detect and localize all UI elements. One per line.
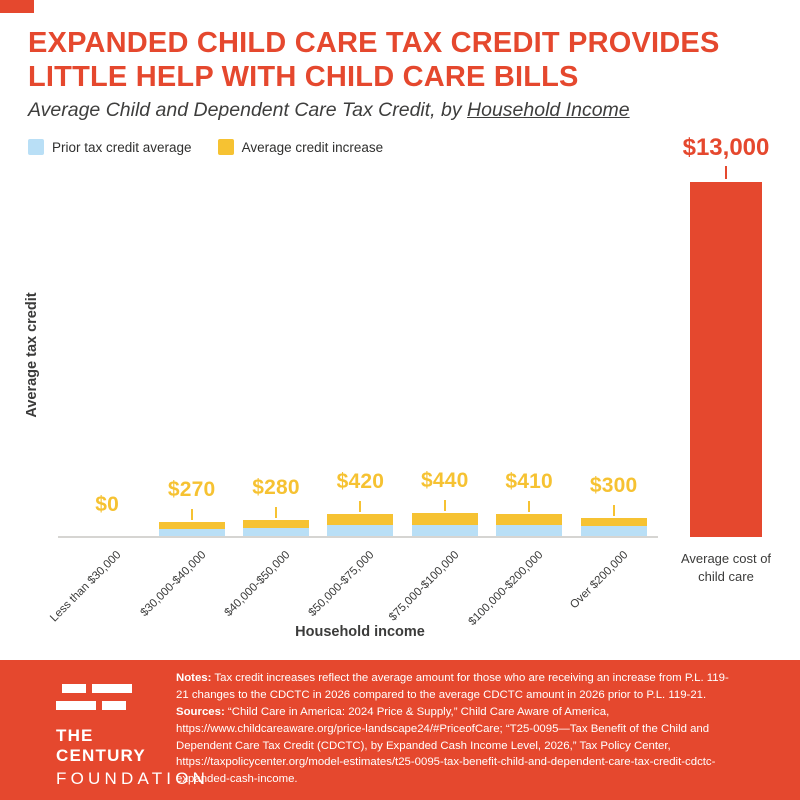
- subtitle-underlined-text: Household Income: [467, 99, 630, 121]
- x-axis-label: Household income: [295, 624, 425, 640]
- legend-swatch-prior: [28, 139, 44, 155]
- logo-dash: [92, 684, 132, 693]
- value-label-stem: [612, 505, 615, 516]
- footer: THE CENTURY FOUNDATION Notes: Tax credit…: [0, 660, 800, 800]
- x-axis-line: [58, 536, 658, 538]
- value-label: $270: [167, 478, 216, 501]
- logo-text-line2: FOUNDATION: [56, 769, 210, 788]
- sources-text: “Child Care in America: 2024 Price & Sup…: [176, 705, 716, 786]
- value-label: $280: [252, 476, 300, 499]
- x-tick-label: $40,000-$50,000: [222, 549, 293, 619]
- x-tick-label: Over $200,000: [567, 549, 631, 612]
- notes-paragraph: Notes: Tax credit increases reflect the …: [176, 670, 732, 704]
- logo-dash: [56, 701, 96, 710]
- value-label: $0: [95, 493, 120, 516]
- sources-paragraph: Sources: “Child Care in America: 2024 Pr…: [176, 704, 732, 788]
- corner-accent: [0, 0, 34, 13]
- chart-title: EXPANDED CHILD CARE TAX CREDIT PROVIDES …: [28, 27, 720, 94]
- chart-subtitle: Average Child and Dependent Care Tax Cre…: [28, 99, 748, 122]
- legend-label-increase: Average credit increase: [241, 139, 384, 155]
- legend-item-prior: Prior tax credit average: [28, 139, 192, 155]
- legend-item-increase: Average credit increase: [217, 139, 384, 155]
- bar-credit-increase: [243, 520, 309, 528]
- bar-credit-increase: [327, 514, 394, 525]
- comparison-value-label: $13,000: [682, 134, 770, 161]
- comparison-caption: Average cost of child care: [680, 551, 772, 584]
- x-tick-label: $100,000-$200,000: [466, 549, 546, 629]
- legend: Prior tax credit average Average credit …: [28, 139, 383, 155]
- notes-text: Tax credit increases reflect the average…: [176, 672, 729, 701]
- value-label-stem: [359, 501, 362, 512]
- x-tick-label: $30,000-$40,000: [138, 549, 209, 619]
- value-label-stem: [275, 507, 277, 518]
- bar-credit-increase: [580, 518, 647, 526]
- footer-notes: Notes: Tax credit increases reflect the …: [176, 670, 732, 788]
- legend-swatch-increase: [217, 139, 234, 155]
- value-label: $410: [505, 470, 553, 493]
- value-label-stem: [443, 500, 446, 511]
- comparison-stem: [725, 166, 727, 179]
- value-label: $440: [421, 469, 469, 492]
- legend-label-prior: Prior tax credit average: [52, 139, 192, 155]
- comparison-bar: [690, 182, 762, 537]
- tcf-logo: THE CENTURY FOUNDATION: [56, 684, 210, 789]
- tcf-logo-mark: [56, 684, 132, 712]
- logo-dash: [102, 701, 126, 710]
- notes-label: Notes:: [176, 672, 212, 684]
- x-tick-label: $75,000-$100,000: [386, 549, 462, 624]
- subtitle-text: Average Child and Dependent Care Tax Cre…: [28, 99, 468, 121]
- x-tick-label: Less than $30,000: [48, 549, 124, 625]
- x-tick-label: $50,000-$75,000: [306, 549, 377, 619]
- bar-credit-increase: [496, 514, 563, 525]
- value-label: $300: [589, 474, 638, 497]
- value-label: $420: [336, 470, 385, 493]
- value-label-stem: [528, 501, 531, 512]
- bar-credit-increase: [411, 513, 478, 525]
- logo-text-line1: THE CENTURY: [56, 726, 146, 765]
- logo-dash: [62, 684, 86, 693]
- bar-credit-increase: [158, 522, 225, 529]
- y-axis-label: Average tax credit: [24, 292, 40, 418]
- value-label-stem: [190, 509, 193, 520]
- sources-label: Sources:: [176, 705, 225, 718]
